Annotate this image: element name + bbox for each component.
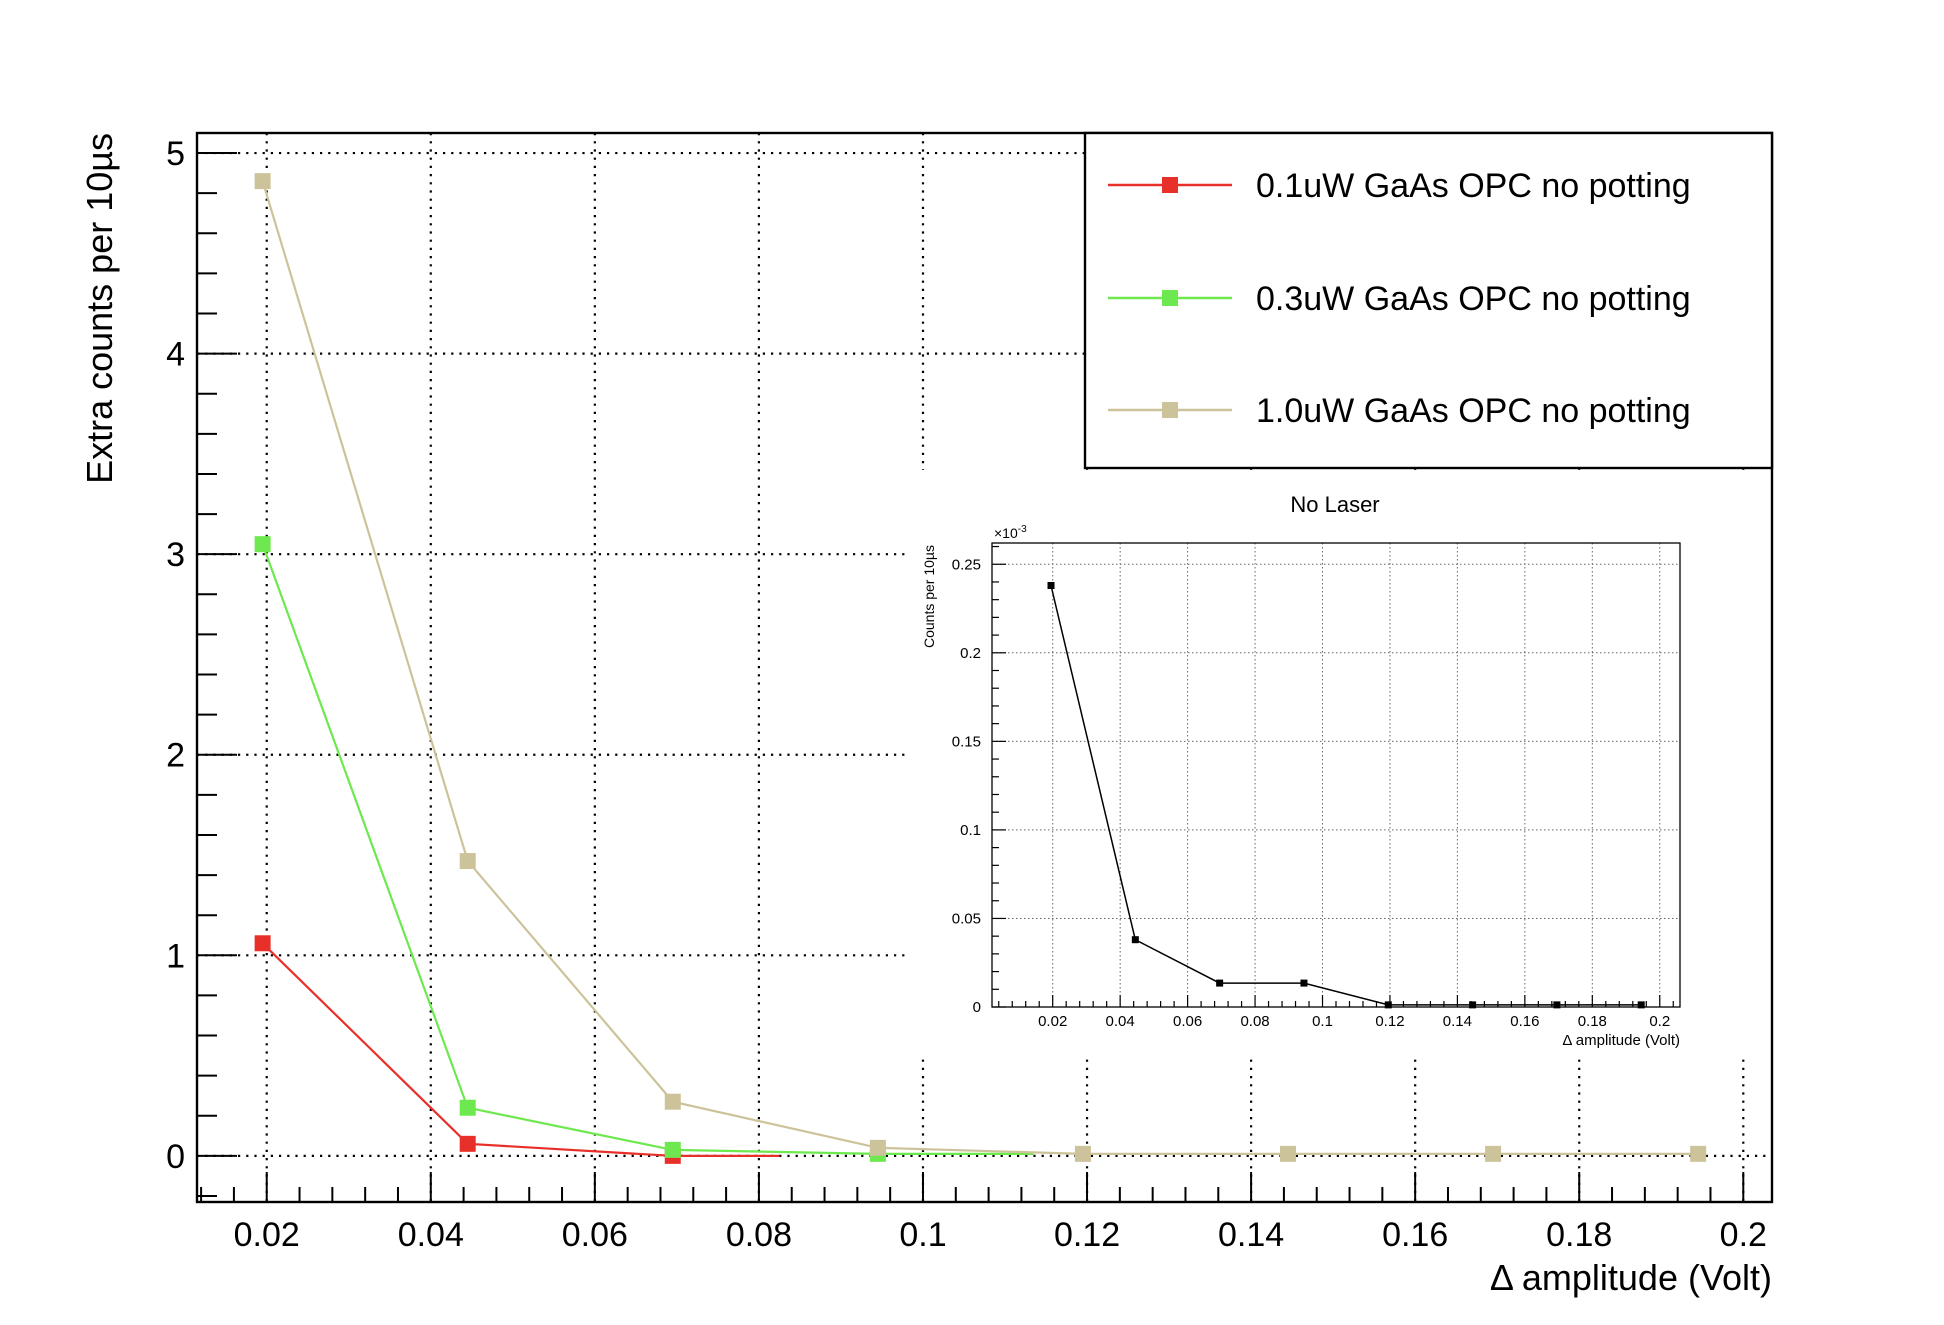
inset-series-marker	[1384, 1001, 1392, 1009]
inset-series-marker	[1553, 1001, 1561, 1009]
series-3	[254, 173, 1707, 1162]
inset-series-marker	[1131, 936, 1139, 944]
inset-y-multiplier-exponent: -3	[1018, 524, 1027, 535]
series-line	[261, 942, 780, 1158]
main-xtick-label: 0.02	[234, 1216, 300, 1254]
main-ytick-label: 3	[166, 536, 185, 574]
legend-label: 0.1uW GaAs OPC no potting	[1256, 167, 1691, 205]
main-ticks	[197, 152, 1745, 1202]
inset-xtick-label: 0.1	[1312, 1013, 1333, 1030]
inset-ytick-label: 0.05	[952, 910, 981, 927]
inset-x-axis-title: Δ amplitude (Volt)	[1562, 1032, 1680, 1049]
series-marker	[1280, 1145, 1297, 1162]
main-xtick-label: 0.16	[1382, 1216, 1448, 1254]
inset-ytick-label: 0.15	[952, 733, 981, 750]
main-ytick-label: 0	[166, 1138, 185, 1176]
inset-xtick-label: 0.16	[1510, 1013, 1539, 1030]
inset-series-line	[1050, 585, 1642, 1006]
inset-series-marker	[1469, 1001, 1477, 1009]
inset-xtick-label: 0.2	[1649, 1013, 1670, 1030]
main-ytick-label: 5	[166, 135, 185, 173]
main-frame	[195, 131, 1774, 1204]
inset-xtick-label: 0.04	[1106, 1013, 1135, 1030]
series-marker	[664, 1093, 681, 1110]
legend-label: 0.3uW GaAs OPC no potting	[1256, 280, 1691, 318]
inset-xtick-label: 0.18	[1578, 1013, 1607, 1030]
inset-series-marker	[1300, 979, 1308, 987]
main-xtick-label: 0.18	[1546, 1216, 1612, 1254]
inset-background	[906, 470, 1768, 1058]
legend-marker	[1162, 402, 1178, 418]
main-xtick-label: 0.14	[1218, 1216, 1284, 1254]
inset-xtick-label: 0.12	[1375, 1013, 1404, 1030]
main-ytick-label: 1	[166, 937, 185, 975]
series-marker	[1485, 1145, 1502, 1162]
inset-ytick-label: 0	[973, 999, 981, 1016]
main-xtick-label: 0.2	[1720, 1216, 1767, 1254]
legend-entry: 0.1uW GaAs OPC no potting	[1108, 167, 1691, 205]
main-xtick-label: 0.08	[726, 1216, 792, 1254]
main-x-axis-title: Δ amplitude (Volt)	[1490, 1257, 1772, 1298]
inset-xtick-label: 0.14	[1443, 1013, 1472, 1030]
series-marker	[664, 1141, 681, 1158]
series-marker	[1074, 1145, 1091, 1162]
inset-ytick-label: 0.25	[952, 556, 981, 573]
legend: 0.1uW GaAs OPC no potting 0.3uW GaAs OPC …	[1083, 131, 1774, 470]
series-marker	[254, 536, 271, 553]
legend-marker	[1162, 177, 1178, 193]
main-xtick-label: 0.06	[562, 1216, 628, 1254]
inset-xtick-label: 0.06	[1173, 1013, 1202, 1030]
inset-ytick-label: 0.1	[960, 822, 981, 839]
series-marker	[459, 1099, 476, 1116]
main-xtick-label: 0.04	[398, 1216, 464, 1254]
inset-title: No Laser	[1290, 492, 1379, 517]
inset-xtick-label: 0.08	[1240, 1013, 1269, 1030]
inset-plot: 0.02 0.04 0.06 0.08 0.1 0.12 0.14 0.16 0.18 0.2 0 0…	[906, 470, 1768, 1058]
inset-series-marker	[1216, 979, 1224, 987]
inset-grid	[992, 543, 1680, 1008]
legend-entry: 1.0uW GaAs OPC no potting	[1108, 392, 1691, 430]
series-marker	[254, 935, 271, 952]
series-marker	[459, 1135, 476, 1152]
series-marker	[459, 853, 476, 870]
legend-box	[1083, 131, 1774, 470]
legend-label: 1.0uW GaAs OPC no potting	[1256, 392, 1691, 430]
inset-xtick-label: 0.02	[1038, 1013, 1067, 1030]
series-2	[254, 536, 1034, 1162]
main-ytick-label: 2	[166, 737, 185, 775]
series-line	[261, 180, 1699, 1156]
legend-entry: 0.3uW GaAs OPC no potting	[1108, 280, 1691, 318]
inset-series-marker	[1047, 582, 1055, 590]
inset-frame	[991, 542, 1681, 1008]
main-xtick-label: 0.12	[1054, 1216, 1120, 1254]
inset-y-axis-title: Counts per 10µs	[921, 545, 937, 648]
inset-series	[1047, 582, 1645, 1009]
series-marker	[869, 1139, 886, 1156]
inset-ytick-label: 0.2	[960, 645, 981, 662]
inset-series-marker	[1637, 1001, 1645, 1009]
main-ytick-label: 4	[166, 336, 185, 374]
series-marker	[1690, 1145, 1707, 1162]
main-y-axis-title: Extra counts per 10µs	[79, 133, 120, 484]
main-xtick-label: 0.1	[899, 1216, 946, 1254]
legend-marker	[1162, 290, 1178, 306]
series-marker	[254, 173, 271, 190]
